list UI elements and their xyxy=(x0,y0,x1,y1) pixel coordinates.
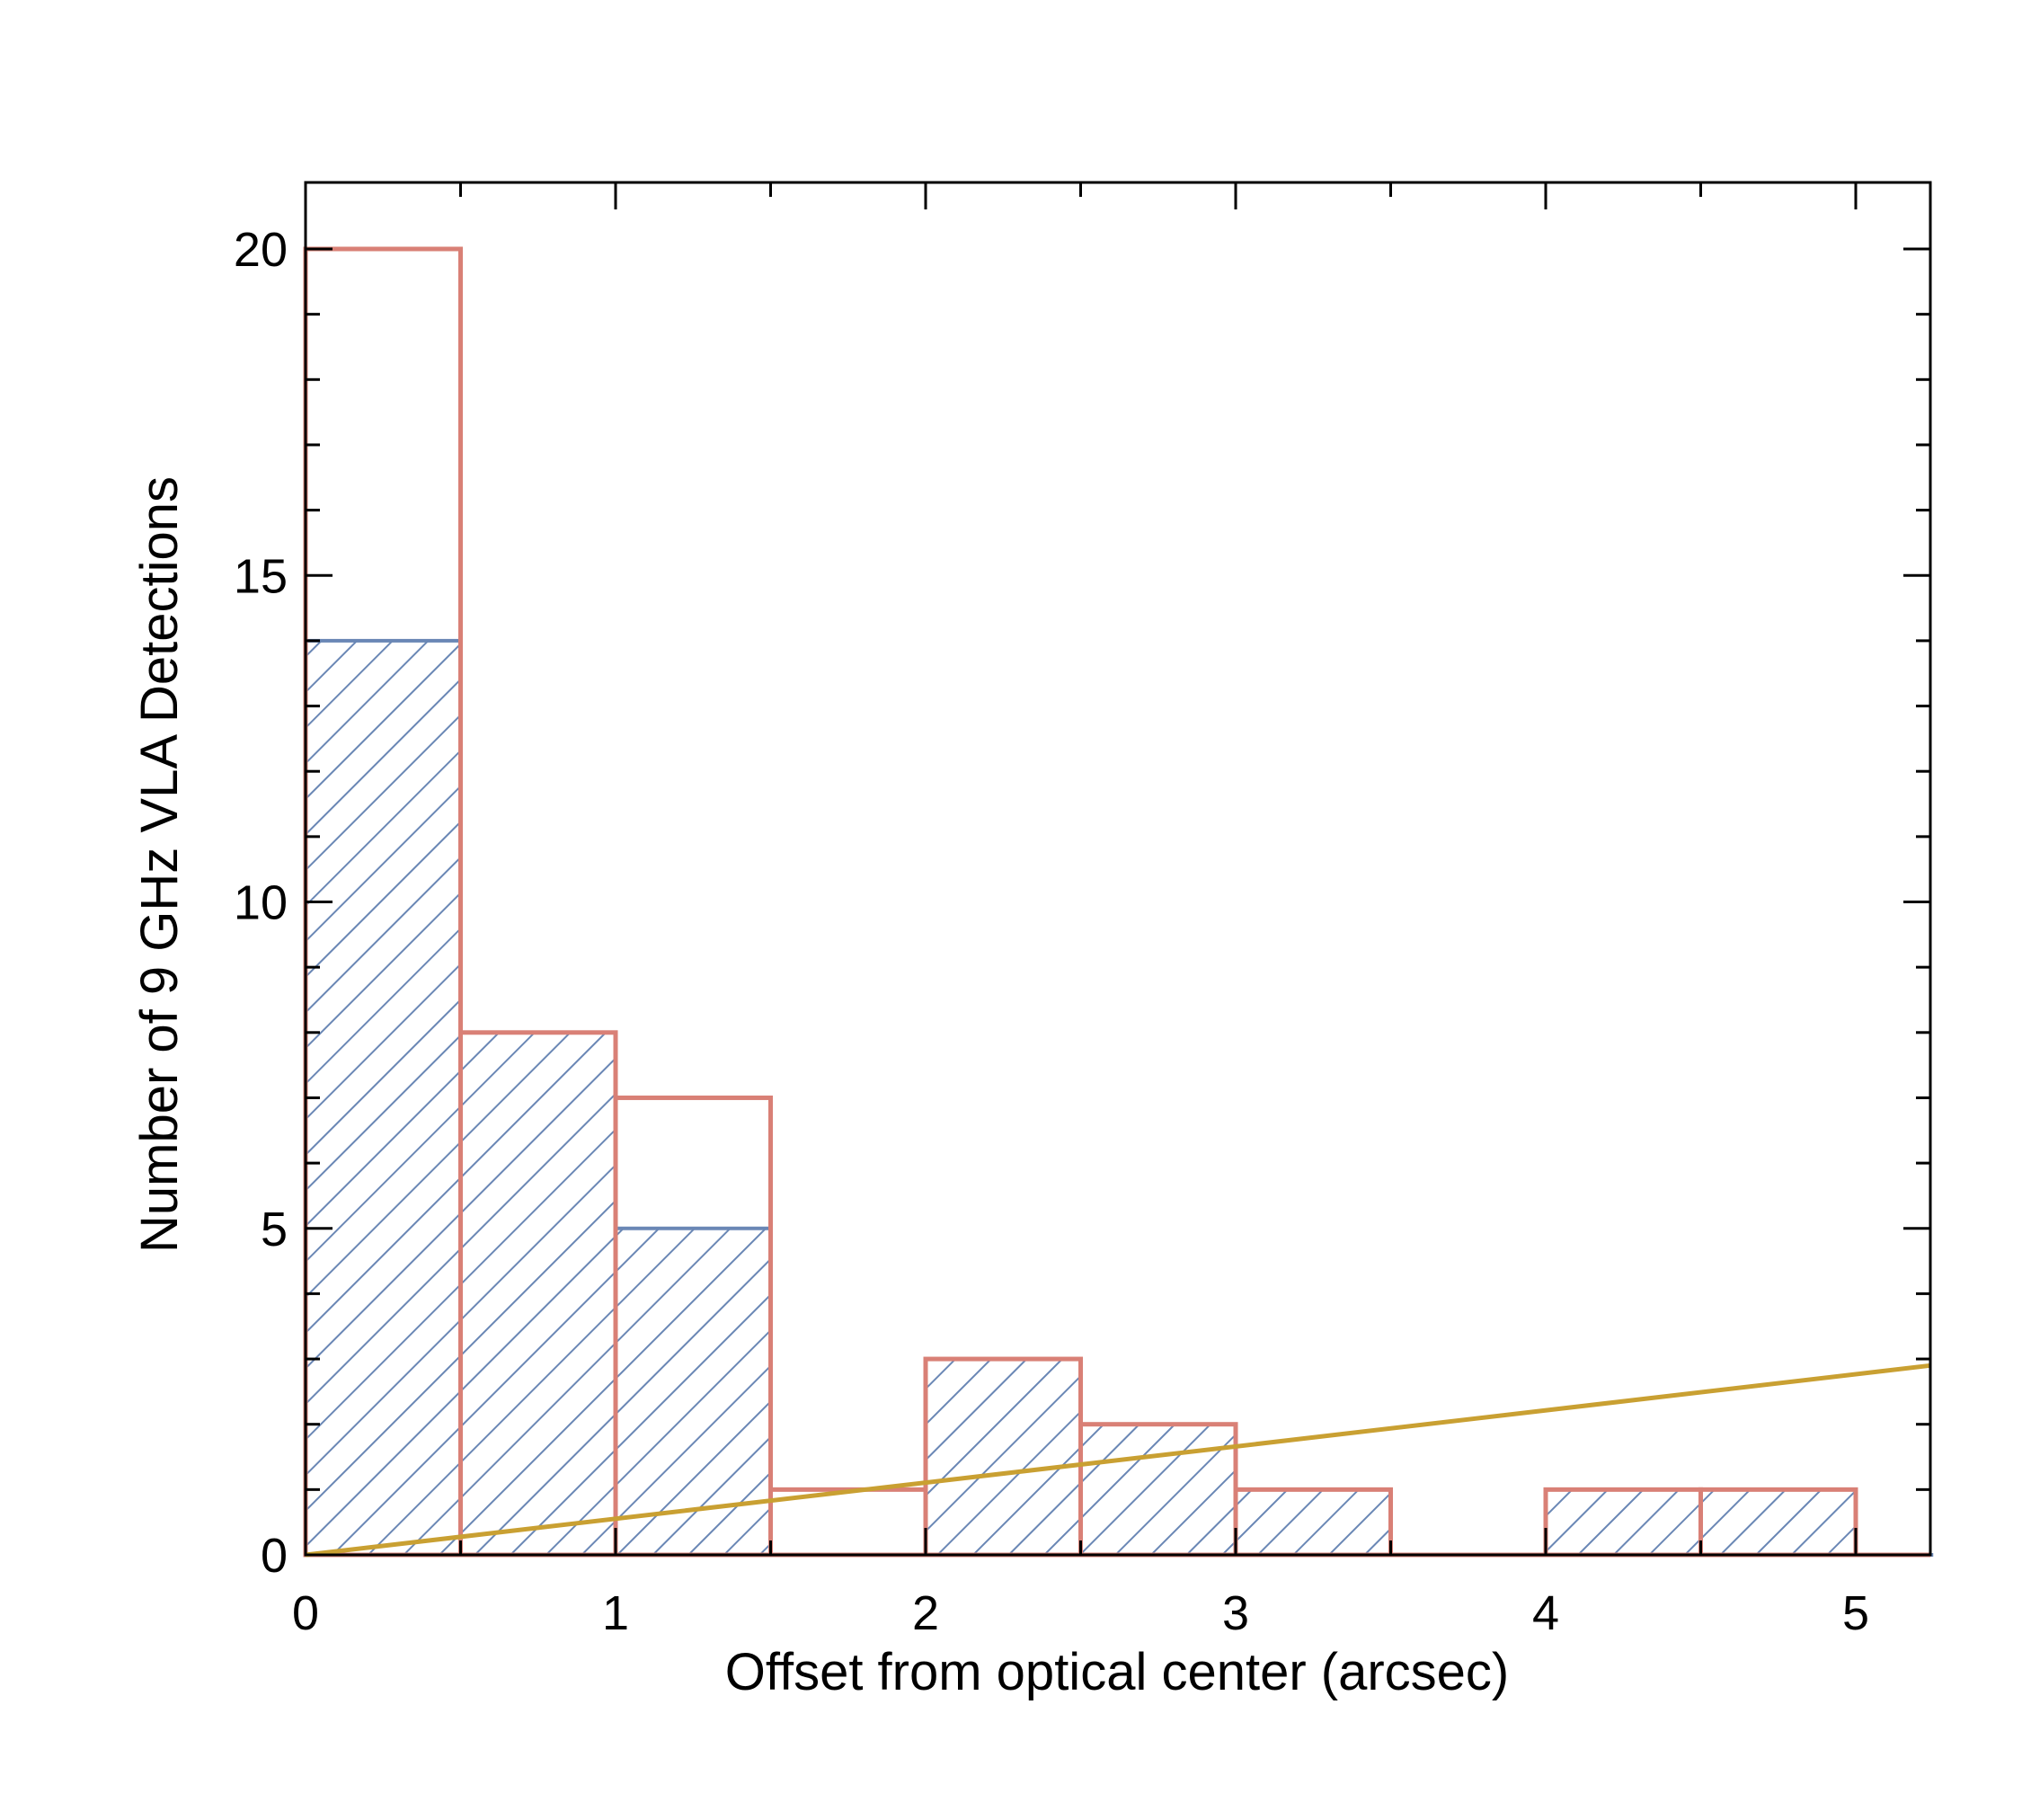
hatched-bar xyxy=(614,1226,773,1557)
x-tick-label: 4 xyxy=(1532,1586,1559,1640)
x-tick-label: 0 xyxy=(292,1586,319,1640)
x-axis-title: Offset from optical center (arcsec) xyxy=(725,1643,1509,1701)
plot-axes xyxy=(304,181,1932,1557)
y-tick-label: 0 xyxy=(261,1529,288,1583)
hatched-bar xyxy=(458,1030,617,1558)
model-line-segment xyxy=(305,1363,1931,1558)
y-tick-label: 20 xyxy=(234,223,288,277)
axis-ticks: 0 1 2 3 4 5 0 5 10 15 20 xyxy=(234,182,1930,1640)
hatched-bar xyxy=(1234,1487,1393,1557)
x-tick-label: 3 xyxy=(1222,1586,1249,1640)
hatched-series-bars xyxy=(304,638,1934,1558)
hatched-bar xyxy=(1544,1487,1703,1557)
x-tick-label: 1 xyxy=(602,1586,629,1640)
y-tick-label: 5 xyxy=(261,1203,288,1256)
y-axis-title: Number of 9 GHz VLA Detections xyxy=(130,476,189,1253)
hatched-bar xyxy=(1698,1487,1858,1557)
hatched-bar xyxy=(1078,1422,1237,1557)
expected-offset-line xyxy=(305,1363,1931,1558)
x-tick-label: 2 xyxy=(912,1586,939,1640)
x-tick-label: 5 xyxy=(1842,1586,1869,1640)
hatched-bar xyxy=(924,1357,1083,1558)
hatched-bar xyxy=(304,638,463,1557)
y-tick-label: 10 xyxy=(234,876,288,930)
y-tick-label: 15 xyxy=(234,549,288,603)
plot-frame xyxy=(304,181,1932,1557)
